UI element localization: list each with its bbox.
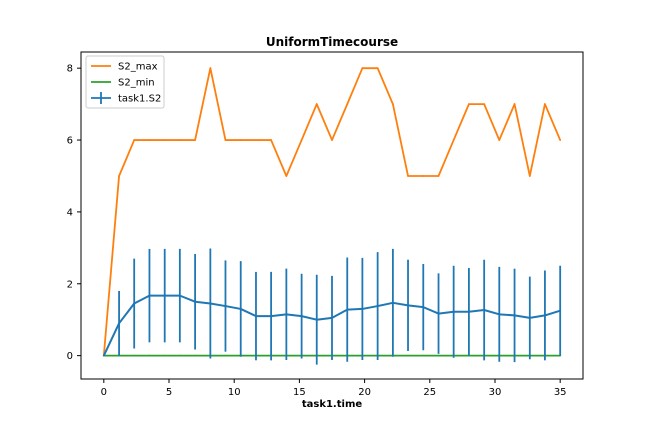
data-point (331, 317, 333, 319)
data-point (178, 294, 181, 297)
data-point (178, 354, 181, 357)
data-point (163, 294, 166, 297)
data-point (315, 103, 318, 106)
data-point (468, 103, 470, 106)
data-point (422, 306, 425, 309)
x-tick-label: 25 (423, 387, 436, 398)
data-point (528, 317, 531, 319)
x-tick-label: 15 (293, 387, 306, 398)
y-tick-label: 6 (67, 136, 73, 147)
data-point (376, 305, 379, 307)
data-point (270, 315, 273, 318)
data-point (437, 175, 440, 177)
y-tick-label: 4 (67, 207, 73, 218)
data-point (118, 322, 120, 325)
data-point (528, 175, 531, 177)
data-point (255, 139, 257, 141)
data-point (346, 308, 349, 311)
data-point (407, 354, 409, 357)
data-point (255, 315, 257, 318)
data-point (559, 139, 562, 141)
data-point (148, 354, 151, 357)
legend-label: S2_min (118, 78, 155, 89)
data-point (178, 139, 181, 141)
y-tick-label: 2 (67, 279, 73, 290)
data-point (544, 103, 546, 106)
plot-area (102, 67, 562, 365)
data-point (239, 308, 242, 310)
data-point (224, 139, 227, 141)
x-tick-label: 30 (489, 387, 502, 398)
data-point (391, 103, 394, 106)
data-point (194, 139, 196, 141)
data-point (544, 314, 546, 317)
x-tick-label: 35 (554, 387, 567, 398)
x-axis-label: task1.time (302, 399, 363, 410)
data-point (407, 304, 409, 307)
data-point (300, 139, 303, 141)
data-point (285, 175, 288, 177)
legend-item: S2_min (91, 78, 155, 89)
chart-title: UniformTimecourse (266, 35, 398, 49)
data-point (194, 354, 196, 357)
legend: S2_max S2_min task1.S2 (85, 55, 165, 109)
data-point (437, 354, 440, 357)
data-point (468, 310, 470, 313)
data-point (483, 103, 486, 106)
legend-label: S2_max (118, 62, 158, 73)
data-point (376, 67, 379, 70)
data-point (422, 175, 425, 177)
data-point (315, 318, 318, 321)
data-point (300, 315, 303, 318)
data-point (209, 67, 212, 70)
y-tick-label: 8 (67, 64, 73, 75)
data-point (483, 309, 486, 311)
axis-ticks: 0 5 10 15 20 25 30 35 0 2 4 6 8 (67, 64, 567, 398)
data-point (331, 139, 333, 141)
data-point (163, 354, 166, 357)
legend-item: S2_max (91, 62, 158, 73)
data-point (452, 310, 455, 313)
data-point (498, 139, 501, 141)
legend-box (85, 55, 165, 109)
x-tick-label: 20 (358, 387, 371, 398)
y-tick-label: 0 (67, 351, 73, 362)
x-tick-label: 0 (101, 387, 107, 398)
data-point (133, 139, 136, 141)
data-point (270, 139, 273, 141)
data-point (437, 312, 440, 315)
axes-frame (80, 51, 584, 380)
legend-label: task1.S2 (118, 94, 161, 105)
data-point (163, 139, 166, 141)
legend-item: task1.S2 (91, 92, 161, 105)
data-point (118, 175, 120, 177)
data-point (407, 175, 409, 177)
x-tick-label: 5 (166, 387, 172, 398)
data-point (361, 308, 364, 310)
data-point (209, 302, 212, 305)
data-point (452, 139, 455, 141)
data-point (133, 354, 136, 357)
data-point (346, 103, 349, 106)
data-point (361, 67, 364, 70)
data-point (559, 309, 562, 312)
data-point (224, 305, 227, 307)
data-point (224, 354, 227, 357)
data-point (513, 314, 516, 317)
data-point (194, 300, 196, 303)
data-point (498, 313, 501, 316)
data-point (239, 139, 242, 141)
data-point (148, 139, 151, 141)
data-point (133, 302, 136, 305)
data-point (285, 313, 288, 316)
data-point (513, 103, 516, 106)
data-point (422, 354, 425, 357)
x-tick-label: 10 (228, 387, 241, 398)
data-point (102, 354, 105, 357)
data-point (391, 301, 394, 304)
series-task1.S2 (102, 248, 562, 365)
data-point (148, 294, 151, 297)
